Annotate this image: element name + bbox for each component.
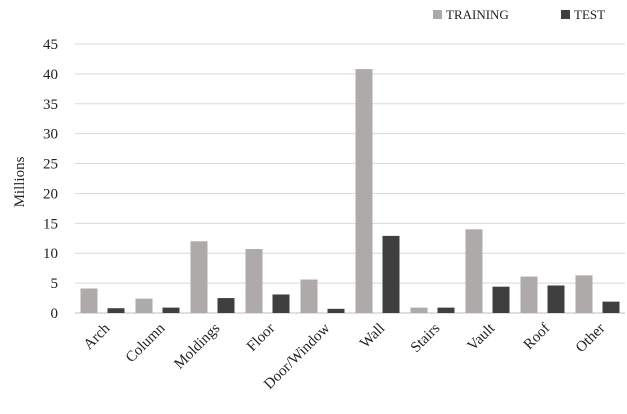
x-tick-label: Moldings xyxy=(171,320,223,372)
y-tick-label: 35 xyxy=(43,97,58,113)
bar-test-floor xyxy=(272,294,290,313)
bar-training-moldings xyxy=(190,241,208,313)
y-tick-label: 15 xyxy=(43,216,58,232)
legend-swatch xyxy=(561,10,570,19)
y-axis-label: Millions xyxy=(12,156,28,207)
bar-test-column xyxy=(162,307,180,313)
bar-training-stairs xyxy=(410,307,428,313)
bar-training-floor xyxy=(245,249,263,313)
bar-training-wall xyxy=(355,69,373,314)
bar-test-stairs xyxy=(437,307,455,313)
x-tick-label: Arch xyxy=(81,320,114,353)
bar-training-other xyxy=(575,275,593,313)
bar-test-other xyxy=(602,301,620,313)
y-tick-label: 0 xyxy=(51,306,59,322)
legend-label: TEST xyxy=(574,7,605,22)
x-tick-label: Stairs xyxy=(408,320,444,356)
y-tick-label: 20 xyxy=(43,186,58,202)
x-tick-label: Wall xyxy=(357,321,388,352)
y-tick-label: 45 xyxy=(43,37,58,53)
bar-training-arch xyxy=(80,288,98,313)
bar-test-moldings xyxy=(217,298,235,313)
legend-label: TRAINING xyxy=(446,7,509,22)
x-tick-label: Vault xyxy=(465,320,499,354)
y-tick-label: 40 xyxy=(43,67,58,83)
y-axis-ticks: 0 5 10 15 20 25 30 35 40 45 xyxy=(43,37,58,322)
bar-training-column xyxy=(135,298,153,313)
y-tick-label: 25 xyxy=(43,157,58,173)
gridlines xyxy=(75,43,625,314)
y-tick-label: 30 xyxy=(43,127,58,143)
bar-test-vault xyxy=(492,286,510,313)
x-tick-label: Roof xyxy=(521,321,554,354)
x-tick-label: Other xyxy=(573,321,608,356)
x-tick-label: Floor xyxy=(244,321,278,355)
bar-test-arch xyxy=(107,308,125,313)
bar-test-roof xyxy=(547,285,565,313)
bar-training-vault xyxy=(465,229,483,313)
legend: TRAINING TEST xyxy=(433,7,605,22)
x-tick-label: Column xyxy=(123,320,169,366)
bar-test-door-window xyxy=(327,308,345,313)
y-tick-label: 5 xyxy=(51,276,59,292)
bar-training-door-window xyxy=(300,279,318,313)
bar-test-wall xyxy=(382,235,400,313)
y-tick-label: 10 xyxy=(43,246,58,262)
bars xyxy=(80,69,620,314)
legend-swatch xyxy=(433,10,442,19)
bar-training-roof xyxy=(520,276,538,313)
